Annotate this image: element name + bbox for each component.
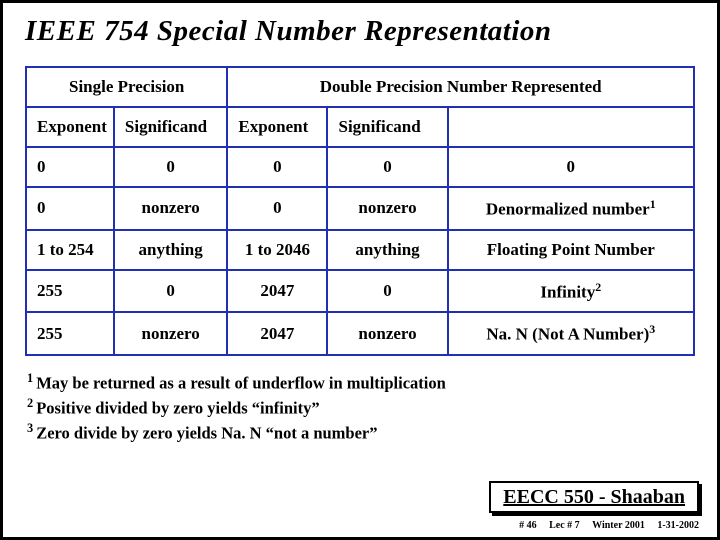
represented-sup: 3 <box>649 322 655 336</box>
represented-text: Floating Point Number <box>487 240 655 259</box>
header-sp-significand: Significand <box>114 107 227 147</box>
footnotes: 1May be returned as a result of underflo… <box>25 370 695 444</box>
header-single-precision: Single Precision <box>26 67 227 107</box>
represented-text: Denormalized number <box>486 200 650 219</box>
slide-meta: # 46 Lec # 7 Winter 2001 1-31-2002 <box>509 520 699 531</box>
footnote-text: May be returned as a result of underflow… <box>36 373 446 392</box>
header-sp-exponent: Exponent <box>26 107 114 147</box>
cell-sp-exponent: 0 <box>26 187 114 230</box>
cell-sp-significand: nonzero <box>114 312 227 355</box>
cell-dp-significand: nonzero <box>327 187 447 230</box>
footnote-number: 1 <box>27 371 33 385</box>
cell-sp-significand: 0 <box>114 147 227 187</box>
cell-sp-significand: anything <box>114 230 227 270</box>
cell-dp-exponent: 1 to 2046 <box>227 230 327 270</box>
slide-title: IEEE 754 Special Number Representation <box>25 15 695 48</box>
table-row: 00000 <box>26 147 694 187</box>
represented-sup: 1 <box>650 197 656 211</box>
meta-term: Winter 2001 <box>592 520 645 531</box>
cell-represented: Na. N (Not A Number)3 <box>448 312 694 355</box>
cell-sp-significand: 0 <box>114 270 227 313</box>
represented-text: Infinity <box>540 282 595 301</box>
table-row: 255nonzero2047nonzeroNa. N (Not A Number… <box>26 312 694 355</box>
ieee754-table: Single Precision Double Precision Number… <box>25 66 695 356</box>
cell-represented: Denormalized number1 <box>448 187 694 230</box>
cell-dp-exponent: 2047 <box>227 270 327 313</box>
cell-sp-exponent: 255 <box>26 270 114 313</box>
meta-page: # 46 <box>519 520 537 531</box>
cell-sp-exponent: 255 <box>26 312 114 355</box>
cell-dp-significand: nonzero <box>327 312 447 355</box>
cell-dp-significand: anything <box>327 230 447 270</box>
footnote-line: 1May be returned as a result of underflo… <box>27 370 695 395</box>
table-row: 0nonzero0nonzeroDenormalized number1 <box>26 187 694 230</box>
table-header-sub-row: Exponent Significand Exponent Significan… <box>26 107 694 147</box>
footnote-text: Zero divide by zero yields Na. N “not a … <box>36 423 377 442</box>
footnote-line: 3Zero divide by zero yields Na. N “not a… <box>27 420 695 445</box>
footnote-number: 2 <box>27 396 33 410</box>
header-dp-significand: Significand <box>327 107 447 147</box>
footnote-line: 2Positive divided by zero yields “infini… <box>27 395 695 420</box>
meta-lecture: Lec # 7 <box>549 520 580 531</box>
cell-dp-exponent: 0 <box>227 147 327 187</box>
table-body: 000000nonzero0nonzeroDenormalized number… <box>26 147 694 355</box>
footnote-text: Positive divided by zero yields “infinit… <box>36 398 319 417</box>
cell-dp-exponent: 2047 <box>227 312 327 355</box>
header-double-precision: Double Precision Number Represented <box>227 67 694 107</box>
cell-dp-significand: 0 <box>327 270 447 313</box>
cell-sp-significand: nonzero <box>114 187 227 230</box>
table-row: 1 to 254anything1 to 2046anythingFloatin… <box>26 230 694 270</box>
cell-sp-exponent: 1 to 254 <box>26 230 114 270</box>
table-header-group-row: Single Precision Double Precision Number… <box>26 67 694 107</box>
header-represented-blank <box>448 107 694 147</box>
cell-dp-exponent: 0 <box>227 187 327 230</box>
header-dp-exponent: Exponent <box>227 107 327 147</box>
table-row: 255020470Infinity2 <box>26 270 694 313</box>
cell-represented: Floating Point Number <box>448 230 694 270</box>
meta-date: 1-31-2002 <box>657 520 699 531</box>
cell-sp-exponent: 0 <box>26 147 114 187</box>
footnote-number: 3 <box>27 421 33 435</box>
cell-represented: Infinity2 <box>448 270 694 313</box>
represented-sup: 2 <box>595 280 601 294</box>
represented-text: Na. N (Not A Number) <box>486 325 649 344</box>
cell-dp-significand: 0 <box>327 147 447 187</box>
cell-represented: 0 <box>448 147 694 187</box>
course-label: EECC 550 - Shaaban <box>489 481 699 513</box>
represented-text: 0 <box>567 157 576 176</box>
